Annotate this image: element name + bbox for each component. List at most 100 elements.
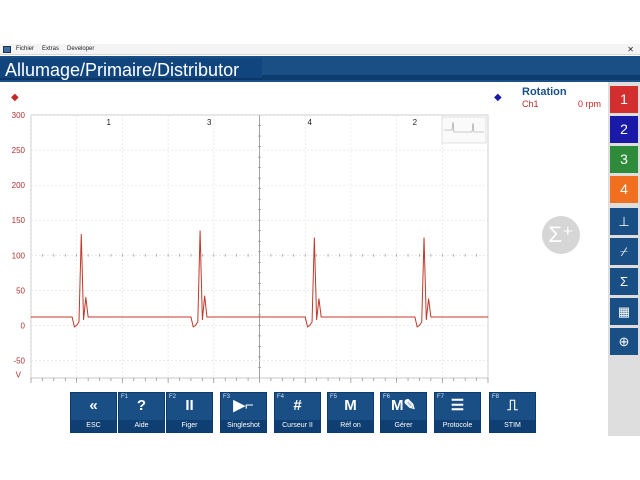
waveform-point — [421, 321, 423, 323]
waveform-point — [197, 321, 199, 323]
y-tick-label: 300 — [12, 111, 26, 120]
button-label: Aide — [119, 420, 164, 432]
app-icon — [3, 45, 11, 53]
protocol-icon: ☰ — [450, 397, 465, 414]
fkey-label: F4 — [277, 394, 285, 400]
protocol-button[interactable]: F7 ☰ Protocole — [434, 392, 481, 433]
waveform-point — [78, 321, 80, 323]
readout-value: 0 rpm — [578, 99, 602, 109]
channel-4-button[interactable]: 4 — [610, 176, 638, 203]
readout-title: Rotation — [522, 86, 567, 98]
reference-button[interactable]: F5 M Réf on — [327, 392, 374, 433]
y-tick-label: -50 — [13, 356, 25, 365]
fkey-label: F8 — [492, 394, 500, 400]
title-bar: Allumage/Primaire/Distributor — [0, 56, 640, 82]
singleshot-button[interactable]: F3 ▶⌐ Singleshot — [220, 392, 267, 433]
manage-icon: M✎ — [390, 397, 417, 414]
waveform-point — [71, 316, 73, 318]
freeze-button[interactable]: F2 II Figer — [166, 392, 213, 433]
waveform-point — [76, 325, 78, 326]
waveform-point — [307, 326, 308, 328]
stim-button[interactable]: F8 ⎍ STIM — [489, 392, 536, 433]
cylinder-label: 2 — [413, 118, 418, 127]
fkey-label: F7 — [437, 394, 445, 400]
channel-1-button[interactable]: 1 — [610, 86, 638, 113]
channel-2-button[interactable]: 2 — [610, 116, 638, 143]
fkey-label: F2 — [169, 394, 177, 400]
stim-icon: ⎍ — [507, 397, 518, 414]
waveform-point — [80, 233, 82, 235]
menu-developer[interactable]: Developer — [67, 46, 95, 52]
waveform-point — [430, 316, 432, 318]
zoom-in-icon[interactable]: ⊕ — [610, 328, 638, 355]
cursor-button[interactable]: F4 # Curseur II — [274, 392, 321, 433]
waveform-point — [206, 316, 208, 318]
chart-svg: 300 250 200 150 100 50 0 -50 V 1 3 4 2 — [12, 111, 489, 383]
title-underline — [262, 75, 640, 80]
preview-trace — [444, 121, 484, 133]
waveform-point — [428, 298, 429, 300]
fkey-label: F3 — [223, 394, 231, 400]
singleshot-icon: ▶⌐ — [233, 397, 254, 414]
y-tick-label: 200 — [12, 181, 26, 190]
waveform-point — [487, 316, 489, 318]
channel-marker-right-icon[interactable]: ◆ — [494, 92, 502, 103]
page-title: Allumage/Primaire/Distributor — [5, 60, 240, 80]
rotation-readout: Rotation Ch1 0 rpm — [522, 86, 608, 109]
waveform-point — [423, 237, 425, 239]
cursor-grid-icon: # — [293, 397, 302, 414]
y-tick-label: 100 — [12, 251, 26, 260]
waveform-point — [87, 316, 89, 318]
waveform-point — [419, 325, 420, 326]
waveform-point — [304, 316, 306, 318]
reference-icon: M — [344, 397, 357, 414]
waveform-point — [425, 319, 427, 321]
clapperboard-icon[interactable]: ▦ — [610, 298, 638, 325]
waveform-point — [201, 319, 203, 321]
title-tab: Allumage/Primaire/Distributor — [0, 58, 262, 80]
waveform-point — [195, 325, 196, 326]
double-chevron-left-icon: « — [89, 397, 98, 414]
waveform-point — [190, 316, 192, 318]
button-label: Gérer — [381, 420, 426, 432]
y-tick-label: 250 — [12, 146, 26, 155]
right-sidebar: 1 2 3 4 ⊥ ⌿ Σ ▦ ⊕ — [608, 82, 640, 436]
waveform-point — [309, 325, 311, 326]
oscilloscope-plot[interactable]: 300 250 200 150 100 50 0 -50 V 1 3 4 2 — [0, 82, 608, 437]
ruler-icon[interactable]: ⊥ — [610, 208, 638, 235]
sigma-icon[interactable]: Σ — [610, 268, 638, 295]
menu-bar: Fichier Extras Developer ✕ — [0, 44, 640, 55]
cylinder-label: 1 — [106, 118, 111, 127]
button-label: Figer — [167, 420, 212, 432]
waveform-series — [31, 230, 488, 328]
fkey-label: F5 — [330, 394, 338, 400]
trigger-edge-icon[interactable]: ⌿ — [610, 238, 638, 265]
waveform-point — [311, 321, 313, 323]
y-unit-label: V — [16, 370, 22, 379]
close-icon[interactable]: ✕ — [627, 45, 634, 54]
menu-extras[interactable]: Extras — [42, 46, 60, 52]
waveform-point — [199, 230, 201, 232]
waveform-point — [30, 316, 32, 318]
button-label: STIM — [490, 420, 535, 432]
fkey-label: F1 — [121, 394, 129, 400]
readout-channel: Ch1 — [522, 99, 539, 109]
waveform-point — [83, 319, 84, 321]
channel-marker-left-icon[interactable]: ◆ — [11, 92, 19, 103]
channel-3-button[interactable]: 3 — [610, 146, 638, 173]
button-label: ESC — [71, 420, 116, 432]
y-tick-label: 150 — [12, 216, 26, 225]
menu-fichier[interactable]: Fichier — [16, 46, 35, 52]
help-icon: ? — [136, 397, 147, 414]
y-tick-label: 0 — [21, 321, 26, 330]
waveform-point — [85, 296, 87, 298]
button-label: Singleshot — [221, 420, 266, 432]
button-label: Protocole — [435, 420, 480, 432]
waveform-point — [192, 326, 194, 328]
button-label: Réf on — [328, 420, 373, 432]
manage-button[interactable]: F6 M✎ Gérer — [380, 392, 427, 433]
add-measurement-button[interactable]: Σ⁺ — [542, 216, 580, 254]
button-label: Curseur II — [275, 420, 320, 432]
esc-button[interactable]: « ESC — [70, 392, 117, 433]
help-button[interactable]: F1 ? Aide — [118, 392, 165, 433]
